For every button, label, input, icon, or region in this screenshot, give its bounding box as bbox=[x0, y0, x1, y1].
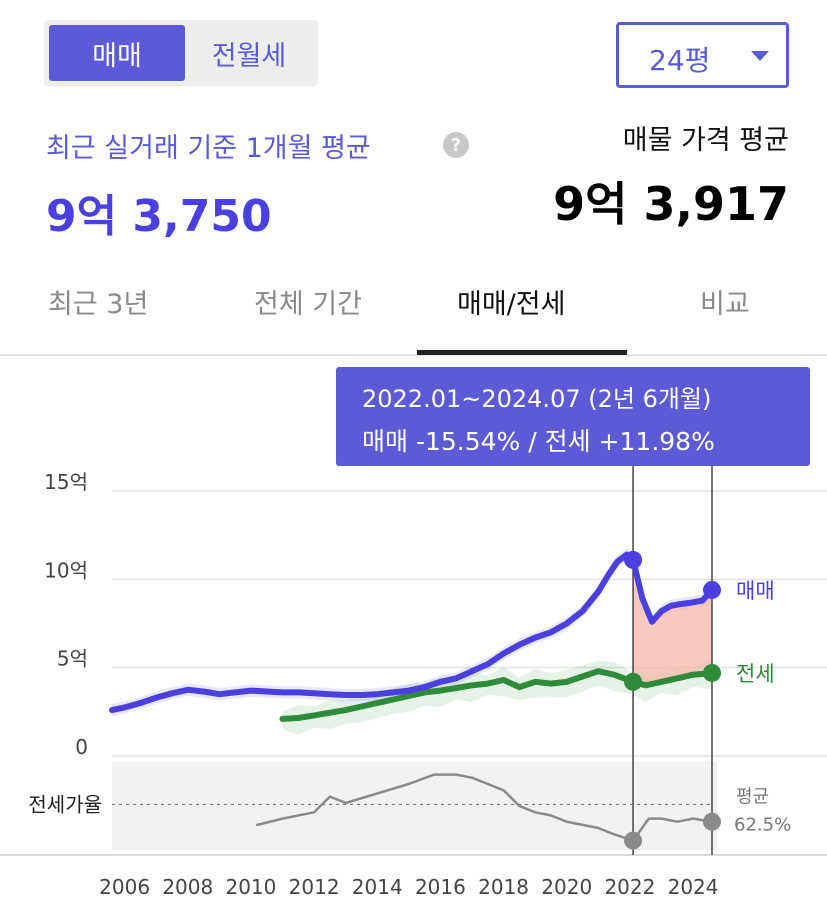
sale-end-point bbox=[703, 580, 721, 599]
tab-sale-jeonse[interactable]: 매매/전세 bbox=[457, 289, 566, 320]
y-tick-label: 15억 bbox=[44, 470, 88, 494]
active-tab-indicator bbox=[417, 350, 627, 355]
jeonse-start-point bbox=[624, 672, 643, 691]
trade-type-toggle: 매매 전월세 bbox=[44, 20, 318, 86]
sale-series-label: 매매 bbox=[736, 579, 775, 603]
x-tick-label: 2014 bbox=[352, 875, 403, 899]
ratio-average-value: 62.5% bbox=[734, 814, 791, 835]
tab-compare[interactable]: 비교 bbox=[700, 289, 750, 320]
y-tick-label: 5억 bbox=[57, 647, 88, 671]
rent-tab[interactable]: 전월세 bbox=[211, 40, 287, 72]
recent-average-label: 최근 실거래 기준 1개월 평균 bbox=[46, 133, 371, 164]
tab-all-period[interactable]: 전체 기간 bbox=[254, 289, 362, 320]
jeonse-end-point bbox=[703, 663, 721, 682]
tab-recent-3y[interactable]: 최근 3년 bbox=[48, 289, 149, 320]
help-icon[interactable]: ? bbox=[443, 132, 469, 158]
x-tick-label: 2022 bbox=[604, 875, 655, 899]
area-dropdown[interactable]: 24평 bbox=[616, 22, 789, 88]
x-tick-label: 2018 bbox=[478, 875, 529, 899]
ratio-average-label: 평균 bbox=[736, 786, 769, 807]
tooltip-period: 2022.01~2024.07 (2년 6개월) bbox=[362, 385, 712, 413]
x-tick-label: 2024 bbox=[668, 875, 719, 899]
ratio-start-point bbox=[624, 831, 643, 850]
y-tick-label: 0 bbox=[75, 735, 88, 759]
x-tick-label: 2006 bbox=[99, 875, 150, 899]
jeonse-ratio-line bbox=[256, 773, 714, 842]
listing-average-label: 매물 가격 평균 bbox=[622, 125, 789, 156]
x-tick-label: 2012 bbox=[289, 875, 340, 899]
jeonse-series-label: 전세 bbox=[736, 662, 775, 686]
sale-line bbox=[109, 551, 715, 714]
sale-tab[interactable]: 매매 bbox=[49, 25, 185, 81]
x-tick-label: 2008 bbox=[162, 875, 213, 899]
x-tick-label: 2010 bbox=[225, 875, 276, 899]
range-tooltip: 2022.01~2024.07 (2년 6개월) 매매 -15.54% / 전세… bbox=[336, 367, 810, 466]
area-dropdown-value: 24평 bbox=[649, 44, 711, 77]
sale-start-point bbox=[624, 550, 643, 569]
period-tabs: 최근 3년 전체 기간 매매/전세 비교 bbox=[0, 270, 827, 356]
recent-average-value: 9억 3,750 bbox=[46, 191, 272, 242]
tooltip-change: 매매 -15.54% / 전세 +11.98% bbox=[362, 427, 715, 456]
y-tick-label: 10억 bbox=[44, 558, 88, 582]
ratio-panel-label: 전세가율 bbox=[28, 792, 102, 816]
jeonse-range-band bbox=[282, 660, 712, 735]
x-tick-label: 2016 bbox=[415, 875, 466, 899]
chevron-down-icon bbox=[751, 51, 769, 61]
ratio-end-point bbox=[703, 812, 721, 831]
listing-average-value: 9억 3,917 bbox=[553, 177, 789, 231]
x-tick-label: 2020 bbox=[541, 875, 592, 899]
highlight-period-area bbox=[633, 559, 712, 686]
